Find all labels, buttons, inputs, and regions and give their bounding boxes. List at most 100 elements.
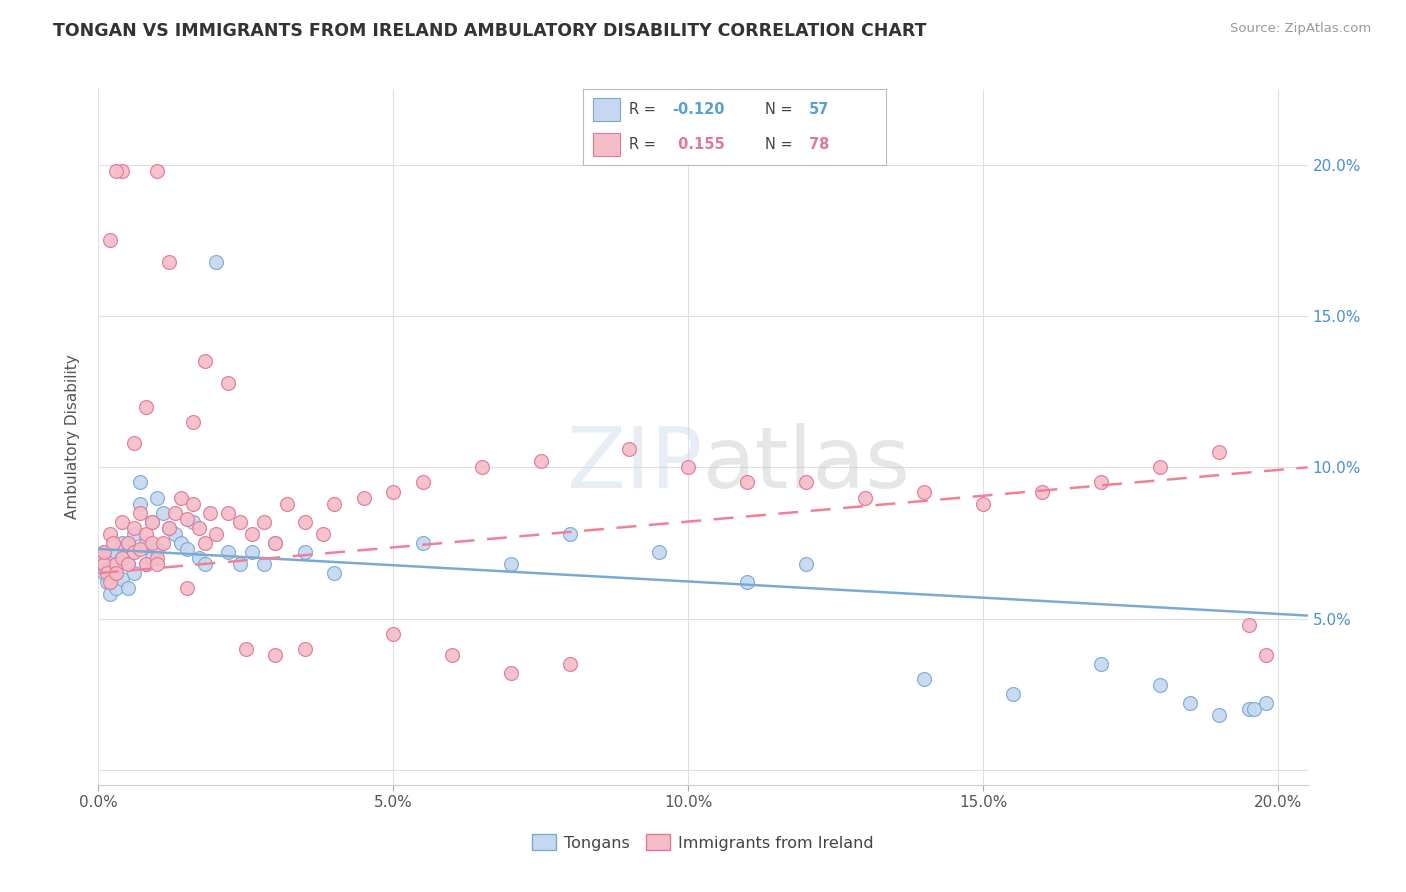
Point (111, 515, 134, 529)
Point (98, 551, 121, 566)
Point (135, 557, 157, 571)
Point (1090, 475, 1112, 490)
Point (382, 484, 405, 499)
Point (146, 164, 169, 178)
Point (93, 545, 115, 559)
Point (105, 164, 128, 178)
Point (294, 515, 316, 529)
Point (1149, 678, 1171, 692)
Point (205, 254, 228, 268)
Point (501, 557, 523, 571)
Point (264, 536, 287, 550)
Point (105, 557, 128, 571)
Bar (592, 133, 620, 156)
Point (176, 582, 198, 596)
Point (170, 536, 193, 550)
Text: -0.120: -0.120 (672, 103, 725, 117)
Point (648, 545, 671, 559)
Point (1256, 696, 1278, 710)
Point (165, 506, 187, 520)
Text: Source: ZipAtlas.com: Source: ZipAtlas.com (1230, 22, 1371, 36)
Point (117, 557, 139, 571)
Text: N =: N = (765, 103, 797, 117)
Point (240, 545, 263, 559)
Point (135, 400, 157, 414)
Point (382, 626, 405, 640)
Point (1090, 657, 1112, 671)
Point (93, 566, 115, 581)
Point (122, 566, 145, 581)
Point (111, 572, 134, 586)
Point (794, 475, 817, 490)
Point (217, 506, 239, 520)
Point (181, 515, 204, 529)
Point (98, 234, 121, 248)
Point (152, 536, 174, 550)
Point (146, 491, 169, 505)
Point (165, 527, 187, 541)
Point (1243, 702, 1265, 716)
Point (146, 541, 169, 556)
Point (146, 551, 169, 566)
Point (141, 515, 163, 529)
Y-axis label: Ambulatory Disability: Ambulatory Disability (65, 355, 80, 519)
Point (619, 442, 641, 457)
Point (229, 515, 252, 529)
Point (311, 527, 333, 541)
Point (176, 512, 198, 526)
Point (1237, 617, 1260, 632)
Point (98, 587, 121, 601)
Point (229, 557, 252, 571)
Text: 57: 57 (808, 103, 830, 117)
Point (217, 376, 239, 390)
Point (235, 641, 257, 656)
Point (170, 491, 193, 505)
Point (323, 497, 346, 511)
Legend: Tongans, Immigrants from Ireland: Tongans, Immigrants from Ireland (526, 828, 880, 857)
Point (412, 475, 434, 490)
Point (135, 536, 157, 550)
Point (135, 557, 157, 571)
Point (98, 527, 121, 541)
Point (181, 497, 204, 511)
Point (93, 545, 115, 559)
Point (471, 460, 494, 475)
Point (152, 506, 174, 520)
Point (128, 475, 150, 490)
Point (101, 566, 124, 581)
Point (294, 545, 316, 559)
Point (111, 551, 134, 566)
Point (972, 497, 994, 511)
Point (141, 515, 163, 529)
Point (187, 551, 209, 566)
Point (194, 536, 217, 550)
Point (93, 557, 115, 571)
Point (912, 672, 935, 686)
Point (194, 354, 217, 368)
Text: atlas: atlas (703, 424, 911, 507)
Point (117, 545, 139, 559)
Point (105, 545, 128, 559)
Point (1237, 702, 1260, 716)
Text: TONGAN VS IMMIGRANTS FROM IRELAND AMBULATORY DISABILITY CORRELATION CHART: TONGAN VS IMMIGRANTS FROM IRELAND AMBULA… (53, 22, 927, 40)
Point (1256, 648, 1278, 662)
Point (194, 557, 217, 571)
Point (101, 536, 124, 550)
Point (122, 436, 145, 450)
Point (117, 557, 139, 571)
Text: ZIP: ZIP (567, 424, 703, 507)
Point (187, 521, 209, 535)
Point (441, 648, 464, 662)
Point (412, 536, 434, 550)
Point (117, 582, 139, 596)
Point (1031, 484, 1053, 499)
Point (128, 497, 150, 511)
Point (1208, 445, 1230, 459)
Text: 78: 78 (808, 137, 830, 152)
Point (323, 566, 346, 581)
Point (1178, 696, 1201, 710)
Point (912, 484, 935, 499)
Point (157, 521, 180, 535)
Point (128, 506, 150, 520)
Point (111, 536, 134, 550)
